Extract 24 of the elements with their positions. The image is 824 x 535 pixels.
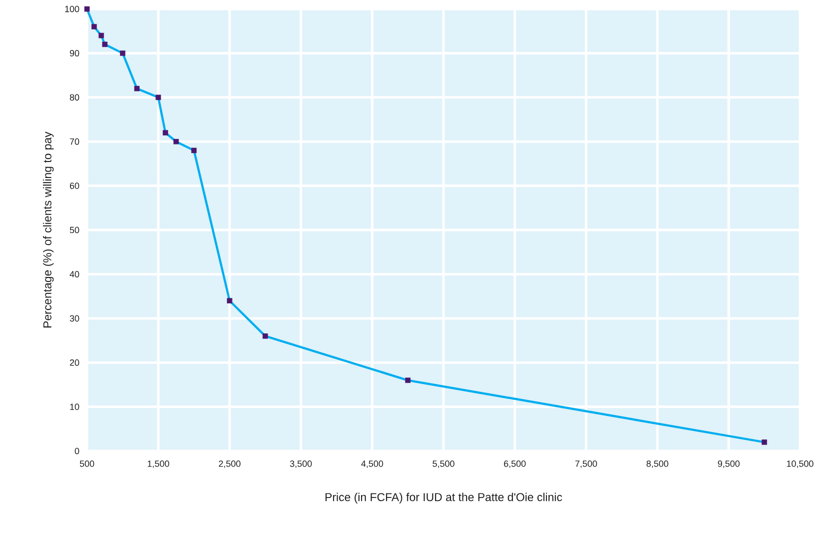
x-tick-label: 500 [80,460,94,467]
x-tick-label: 6,500 [504,460,526,468]
x-axis-title: Price (in FCFA) for IUD at the Patte d'Oie clinic [326,492,562,504]
y-tick-label: 40 [70,271,80,278]
x-tick-label: 3,500 [290,460,312,468]
y-tick-label: 30 [70,315,80,322]
y-tick-label: 90 [70,50,80,56]
y-tick-label: 0 [74,448,80,454]
y-tick-label: 70 [70,138,80,145]
x-tick-label: 10,500 [786,460,814,468]
y-tick-label: 100 [65,6,80,12]
x-tick-label: 7,500 [575,460,597,468]
y-tick-label: 80 [70,94,80,101]
y-tick-label: 10 [70,404,80,410]
y-tick-label: 50 [70,226,80,234]
x-tick-label: 9,500 [718,460,740,468]
x-tick-label: 1,500 [148,460,170,468]
x-tick-label: 2,500 [218,460,240,468]
x-tick-label: 8,500 [646,460,668,468]
x-tick-label: 4,500 [361,460,384,468]
x-tick-label: 5,500 [432,460,454,468]
y-tick-label: 20 [70,359,80,366]
y-axis-title: Percentage (%) of clients willing to pay [43,132,54,328]
y-tick-label: 60 [70,182,80,189]
